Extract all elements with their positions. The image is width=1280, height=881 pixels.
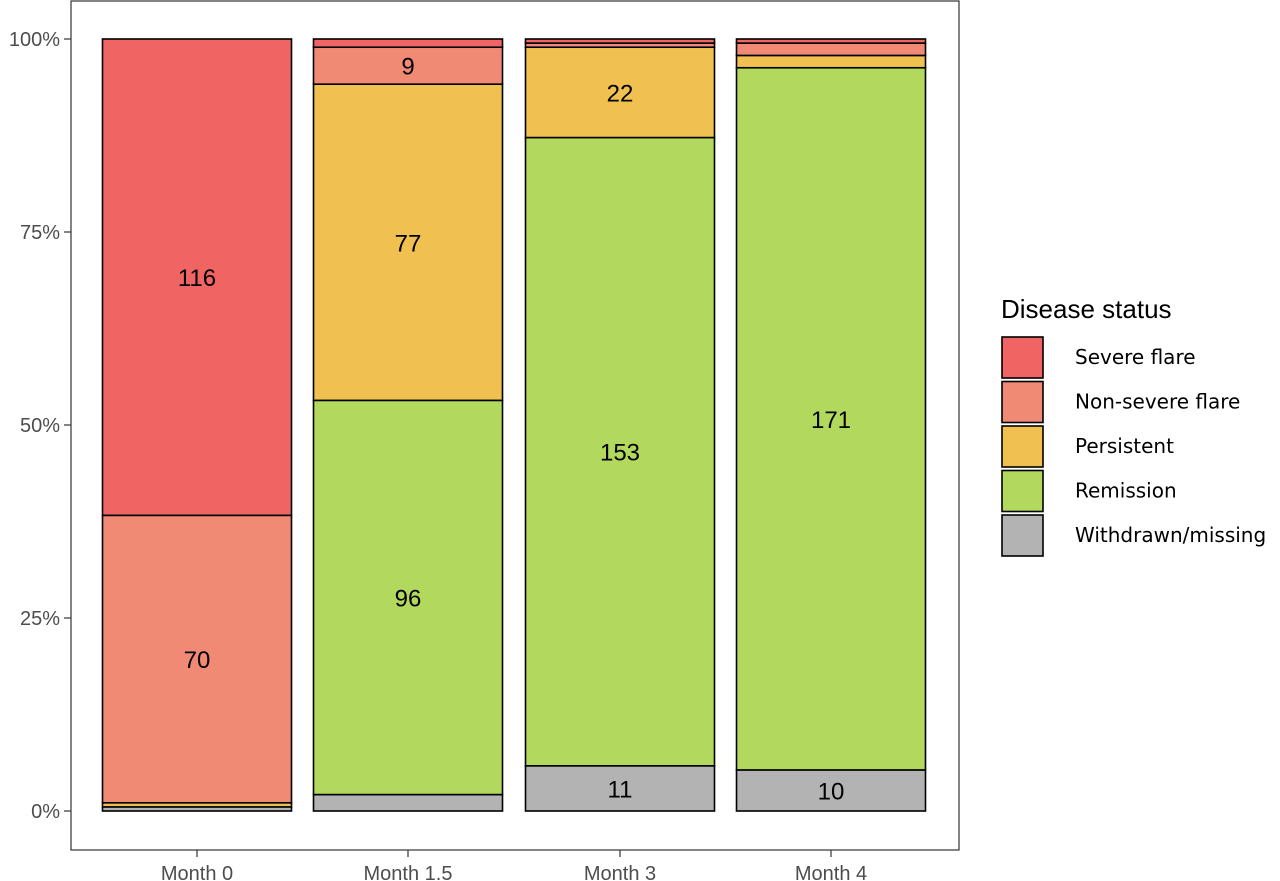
x-axis: Month 0 Month 1.5 Month 3 Month 4 <box>161 850 867 881</box>
legend-key-withdrawn-missing <box>1001 514 1044 557</box>
legend-label-remission: Remission <box>1075 479 1177 503</box>
bar-segment-withdrawn-missing <box>524 765 716 812</box>
legend-label-severe-flare: Severe flare <box>1075 345 1196 369</box>
bar-value-label: 11 <box>608 776 633 803</box>
bar-segment-persistent <box>312 83 504 402</box>
bar-segment-severe-flare <box>524 38 716 44</box>
bar-segment-remission <box>312 399 504 796</box>
bar-segment-non-severe-flare <box>101 514 293 804</box>
legend-key-severe-flare <box>1001 336 1044 379</box>
legend: Disease status Severe flare Non-severe fla… <box>1001 294 1266 557</box>
legend-key-non-severe-flare <box>1001 380 1044 424</box>
x-tick-label: Month 4 <box>795 863 867 881</box>
y-tick-label: 0% <box>31 801 60 823</box>
y-tick-label: 50% <box>20 415 60 437</box>
x-tick-label: Month 1.5 <box>364 863 453 881</box>
legend-key-persistent <box>1001 425 1044 468</box>
x-tick-label: Month 3 <box>584 863 656 881</box>
x-tick-label: Month 0 <box>161 863 233 881</box>
bar-value-label: 70 <box>184 647 211 674</box>
bar-labels: 70 116 96 77 9 11 153 22 10 171 <box>178 54 851 806</box>
bar-segment-persistent <box>735 54 927 69</box>
legend-label-withdrawn-missing: Withdrawn/missing <box>1075 523 1266 547</box>
y-tick-label: 75% <box>20 222 60 244</box>
bar-value-label: 22 <box>607 80 634 107</box>
bar-segment-remission <box>524 136 716 767</box>
bar-segment-persistent <box>524 46 716 139</box>
bar-value-label: 9 <box>401 54 414 81</box>
bar-segment-severe-flare <box>735 38 927 44</box>
legend-label-non-severe-flare: Non-severe flare <box>1075 390 1240 414</box>
bar-segment-withdrawn-missing <box>312 793 504 812</box>
bar-value-label: 10 <box>818 778 845 805</box>
bar-segment-non-severe-flare <box>735 42 927 57</box>
legend-key-remission <box>1001 469 1044 513</box>
legend-title: Disease status <box>1001 294 1172 324</box>
y-tick-label: 25% <box>20 608 60 630</box>
bar-value-label: 96 <box>395 585 422 612</box>
bar-segment-non-severe-flare <box>312 46 504 85</box>
y-tick-label: 100% <box>9 29 60 51</box>
bar-value-label: 116 <box>178 265 216 292</box>
bars <box>101 38 927 812</box>
bar-segment-remission <box>735 66 927 771</box>
bar-value-label: 153 <box>600 440 640 467</box>
bar-value-label: 77 <box>395 230 422 257</box>
legend-label-persistent: Persistent <box>1075 434 1174 458</box>
y-axis: 0% 25% 50% 75% 100% <box>9 29 71 823</box>
bar-value-label: 171 <box>811 407 851 434</box>
bar-segment-withdrawn-missing <box>735 769 927 812</box>
bar-segment-severe-flare <box>101 38 293 517</box>
bar-segment-severe-flare <box>312 38 504 49</box>
